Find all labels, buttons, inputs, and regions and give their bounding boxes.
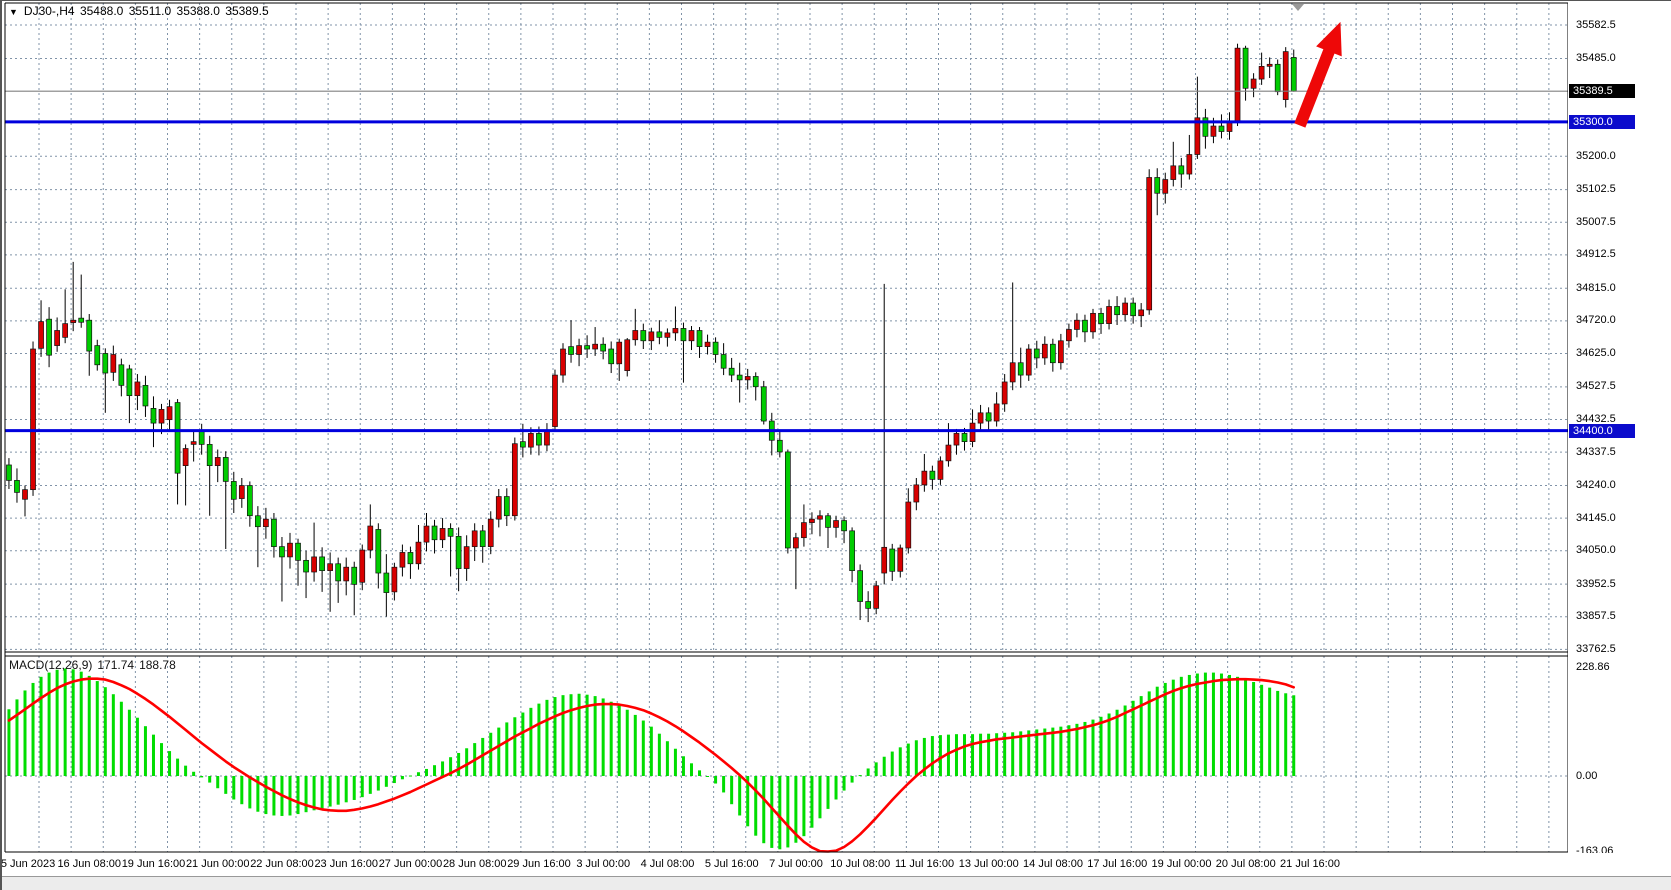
time-axis-label: 19 Jul 00:00 — [1151, 858, 1212, 870]
ohlc-low-value: 35388.0 — [176, 4, 220, 18]
time-axis-label: 23 Jun 16:00 — [314, 858, 379, 870]
price-axis-label: 33857.5 — [1576, 610, 1616, 623]
object-anchor-icon — [1292, 4, 1304, 11]
price-axis-label: 34240.0 — [1576, 479, 1616, 492]
time-axis-label: 27 Jun 00:00 — [378, 858, 443, 870]
time-axis-label: 5 Jul 16:00 — [704, 858, 759, 870]
price-axis-label: 35007.5 — [1576, 215, 1616, 228]
time-axis-label: 28 Jun 08:00 — [442, 858, 507, 870]
time-axis-label: 19 Jun 16:00 — [121, 858, 186, 870]
symbol-info-bar: ▼ DJ30-,H4 35488.0 35511.0 35388.0 35389.… — [9, 4, 271, 18]
time-axis-label: 11 Jul 16:00 — [894, 858, 955, 870]
price-axis-label: 34527.5 — [1576, 380, 1616, 393]
macd-axis-label: 228.86 — [1576, 661, 1610, 673]
time-axis-label: 14 Jul 08:00 — [1023, 858, 1083, 870]
ohlc-open-value: 35488.0 — [79, 4, 124, 18]
level-price-badge[interactable]: 35300.0 — [1569, 114, 1635, 129]
price-axis-label: 34625.0 — [1576, 346, 1616, 359]
price-axis-label: 34432.5 — [1576, 413, 1616, 425]
price-axis-scale[interactable]: 35582.5 35485.0 35389.5 35300.0 35200.0 35102… — [1568, 1, 1671, 853]
panel-borders — [4, 2, 1573, 853]
horizontal-level-lines[interactable] — [5, 120, 1568, 433]
price-axis-label: 35485.0 — [1576, 51, 1616, 64]
price-axis-label: 35102.5 — [1576, 183, 1616, 196]
time-axis-label: 13 Jul 00:00 — [958, 858, 1019, 870]
price-axis-label: 33762.5 — [1576, 642, 1616, 655]
ohlc-high-value: 35511.0 — [128, 4, 172, 18]
time-axis-label: 3 Jul 00:00 — [576, 858, 631, 870]
time-axis-label: 29 Jun 16:00 — [507, 858, 571, 870]
time-axis-label: 20 Jul 08:00 — [1215, 858, 1276, 870]
time-axis-label: 4 Jul 08:00 — [640, 858, 695, 870]
time-axis-label: 15 Jun 2023 — [0, 858, 56, 870]
price-axis-label: 34720.0 — [1576, 314, 1616, 327]
price-axis-label: 35200.0 — [1576, 149, 1616, 162]
level-price-badge[interactable]: 34400.0 — [1569, 423, 1635, 438]
macd-signal-line — [7, 677, 1295, 853]
price-axis-label: 34050.0 — [1576, 544, 1616, 557]
price-axis-label: 33952.5 — [1576, 577, 1616, 590]
collapse-ohlc-icon[interactable]: ▼ — [9, 7, 18, 17]
price-axis-label: 34815.0 — [1576, 281, 1616, 294]
price-axis-label: 34145.0 — [1576, 511, 1616, 524]
time-axis-label: 7 Jul 00:00 — [769, 858, 823, 870]
trend-arrow[interactable] — [1294, 21, 1342, 128]
macd-histogram — [7, 668, 1296, 850]
time-axis-label: 10 Jul 08:00 — [830, 858, 891, 870]
price-axis-label: 35582.5 — [1576, 18, 1616, 31]
macd-name-label: MACD(12,26,9) — [9, 658, 93, 672]
macd-main-value: 171.74 — [97, 658, 135, 672]
price-axis-label: 34337.5 — [1576, 445, 1616, 458]
candles-layer — [6, 43, 1297, 623]
time-axis-label: 16 Jun 08:00 — [57, 858, 122, 870]
time-axis-label: 17 Jul 16:00 — [1087, 858, 1148, 870]
time-axis-label: 22 Jun 08:00 — [250, 858, 314, 870]
time-axis-scale[interactable]: 15 Jun 2023 16 Jun 08:00 19 Jun 16:00 21 Ju… — [2, 853, 1671, 876]
status-strip — [2, 876, 1671, 890]
macd-axis-label: 0.00 — [1576, 770, 1598, 782]
symbol-timeframe-label: DJ30-,H4 — [23, 4, 75, 18]
time-axis-label: 21 Jun 00:00 — [185, 858, 250, 870]
macd-axis-scale[interactable]: 228.86 0.00 -163.06 — [1568, 653, 1671, 857]
macd-indicator-label: MACD(12,26,9) 171.74 188.78 — [9, 658, 181, 672]
time-axis-label: 21 Jul 16:00 — [1280, 858, 1340, 870]
current-price-badge: 35389.5 — [1569, 84, 1635, 99]
ohlc-close-value: 35389.5 — [225, 4, 269, 18]
price-axis-label: 34912.5 — [1576, 248, 1616, 261]
macd-signal-value: 188.78 — [139, 658, 176, 672]
